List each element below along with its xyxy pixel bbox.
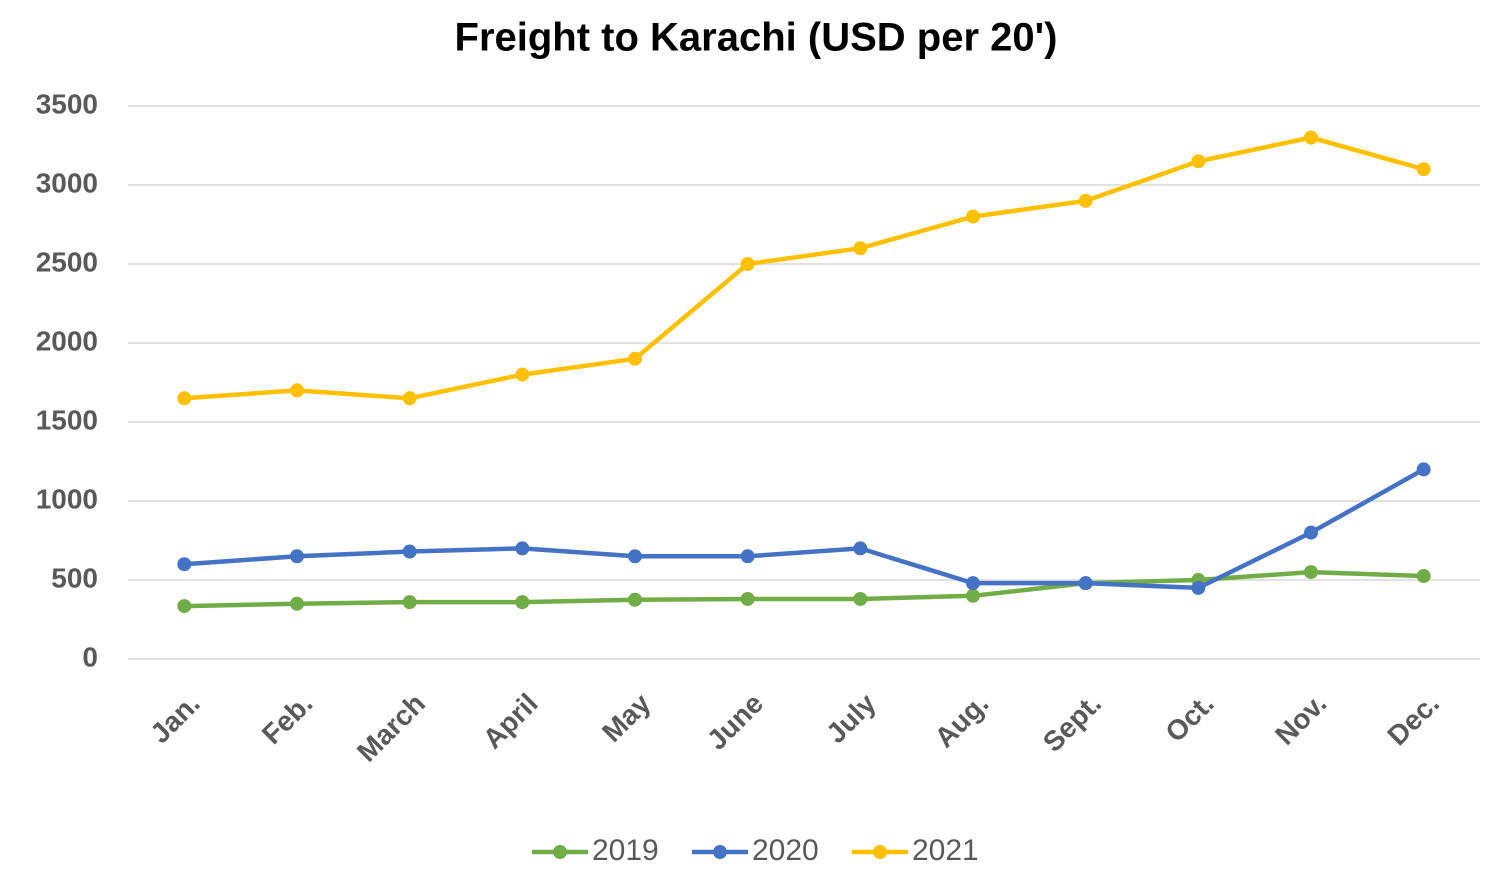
x-tick-label: Oct. bbox=[1159, 688, 1219, 748]
x-tick-label: April bbox=[477, 688, 544, 755]
legend-marker bbox=[873, 845, 887, 859]
x-tick-label: Feb. bbox=[256, 688, 319, 751]
data-point bbox=[1417, 162, 1431, 176]
data-point bbox=[741, 592, 755, 606]
x-tick-label: Nov. bbox=[1269, 688, 1332, 751]
data-point bbox=[177, 599, 191, 613]
data-point bbox=[966, 210, 980, 224]
data-point bbox=[177, 557, 191, 571]
x-tick-label: May bbox=[596, 687, 657, 748]
data-point bbox=[628, 593, 642, 607]
x-tick-label: Jan. bbox=[144, 688, 206, 750]
x-tick-label: July bbox=[820, 687, 882, 749]
legend-label: 2020 bbox=[752, 834, 819, 867]
data-point bbox=[290, 549, 304, 563]
y-tick-label: 1500 bbox=[36, 404, 98, 435]
data-point bbox=[177, 391, 191, 405]
data-point bbox=[741, 257, 755, 271]
data-point bbox=[1304, 131, 1318, 145]
data-point bbox=[515, 541, 529, 555]
data-point bbox=[1191, 154, 1205, 168]
data-point bbox=[403, 545, 417, 559]
data-point bbox=[1079, 576, 1093, 590]
series-line bbox=[184, 138, 1423, 399]
data-point bbox=[853, 541, 867, 555]
data-point bbox=[290, 597, 304, 611]
x-tick-label: Dec. bbox=[1381, 688, 1445, 752]
data-point bbox=[290, 383, 304, 397]
data-point bbox=[1304, 526, 1318, 540]
y-tick-label: 1000 bbox=[36, 483, 98, 514]
y-tick-label: 3500 bbox=[36, 88, 98, 119]
data-point bbox=[403, 391, 417, 405]
legend-label: 2019 bbox=[592, 834, 659, 867]
x-tick-label: June bbox=[701, 688, 769, 756]
x-tick-label: March bbox=[351, 688, 431, 768]
data-point bbox=[1079, 194, 1093, 208]
legend-label: 2021 bbox=[912, 834, 979, 867]
data-point bbox=[403, 595, 417, 609]
data-point bbox=[853, 592, 867, 606]
series-line bbox=[184, 469, 1423, 588]
data-point bbox=[515, 368, 529, 382]
y-tick-label: 3000 bbox=[36, 167, 98, 198]
data-point bbox=[966, 589, 980, 603]
data-point bbox=[1417, 462, 1431, 476]
series-line bbox=[184, 572, 1423, 606]
chart-title: Freight to Karachi (USD per 20') bbox=[455, 16, 1058, 60]
data-point bbox=[628, 352, 642, 366]
y-tick-label: 0 bbox=[82, 641, 98, 672]
y-tick-label: 500 bbox=[51, 562, 98, 593]
legend-marker bbox=[553, 845, 567, 859]
data-point bbox=[741, 549, 755, 563]
x-tick-label: Sept. bbox=[1037, 688, 1107, 758]
data-point bbox=[628, 549, 642, 563]
x-tick-label: Aug. bbox=[929, 688, 995, 754]
data-point bbox=[1304, 565, 1318, 579]
data-point bbox=[1191, 581, 1205, 595]
y-tick-label: 2000 bbox=[36, 325, 98, 356]
data-point bbox=[966, 576, 980, 590]
chart: Freight to Karachi (USD per 20') 0 500 100… bbox=[0, 0, 1486, 872]
y-tick-label: 2500 bbox=[36, 246, 98, 277]
data-point bbox=[1417, 569, 1431, 583]
data-point bbox=[515, 595, 529, 609]
data-point bbox=[853, 241, 867, 255]
legend-marker bbox=[713, 845, 727, 859]
